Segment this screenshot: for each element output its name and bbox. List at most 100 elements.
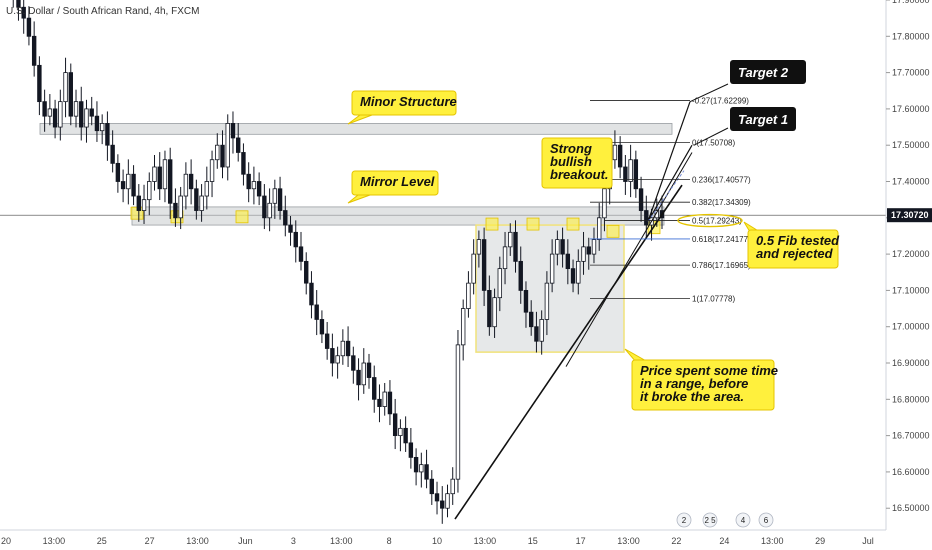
candle-body (26, 17, 32, 37)
target-2-pointer (689, 83, 729, 103)
candle-body (188, 173, 194, 190)
candle-body (246, 173, 251, 190)
candle-body (73, 101, 79, 117)
target-1-label-box (730, 107, 796, 131)
candle-body (288, 224, 293, 233)
candle-body (586, 246, 591, 255)
candle-body (549, 253, 555, 284)
target-2-label-box (730, 60, 806, 84)
x-tick-label: 13:00 (330, 536, 353, 546)
fib-callout-text: 0.5 Fib tested (756, 233, 840, 248)
x-tick-label: 3 (291, 536, 296, 546)
candle-body (617, 144, 623, 168)
candle-body (167, 159, 173, 204)
x-tick-label: 29 (815, 536, 825, 546)
candle-body (272, 188, 278, 204)
minor-structure-zone (39, 123, 673, 135)
candle-body (424, 464, 429, 480)
candle-body (209, 159, 215, 182)
candle-body (476, 239, 482, 255)
y-tick-label: 17.90000 (892, 0, 930, 5)
range-callout-text: it broke the area. (640, 389, 744, 404)
touch-marker (485, 217, 499, 231)
candle-body (513, 231, 518, 262)
candle-body (173, 202, 178, 219)
event-icon-label: 2 (682, 516, 687, 525)
event-icon (735, 512, 751, 528)
range-callout-text: in a range, before (640, 376, 748, 391)
candle-body (644, 210, 649, 226)
rising-trendline (454, 184, 683, 520)
candle-body (534, 326, 539, 342)
candle-body (612, 144, 618, 161)
candle-body (183, 173, 189, 197)
candle-body (236, 137, 241, 153)
candle-body (262, 195, 267, 219)
x-tick-label: 17 (576, 536, 586, 546)
candle-body (298, 246, 304, 262)
candle-body (419, 464, 424, 473)
y-tick-label: 16.70000 (892, 431, 930, 441)
candle-body (628, 159, 633, 182)
candle-body (105, 123, 110, 146)
x-tick-label: 13:00 (617, 536, 640, 546)
candle-body (361, 362, 366, 386)
fib-level-label: 0.382(17.34309) (692, 198, 751, 207)
candle-body (283, 210, 288, 226)
candle-body (576, 260, 581, 284)
trendlines-layer (454, 83, 729, 520)
candle-body (194, 188, 199, 211)
candle-body (434, 493, 440, 502)
candle-body (251, 181, 257, 190)
x-tick-label: 22 (671, 536, 681, 546)
candle-body (560, 239, 565, 255)
fib-level-label: 0.236(17.40577) (692, 175, 751, 184)
target-1-label-text: Target 1 (738, 112, 788, 127)
fib-level-label: 0(17.50708) (692, 139, 735, 148)
x-tick-label: Jul (862, 536, 874, 546)
candle-body (136, 195, 141, 211)
fib-half-highlight (677, 213, 743, 228)
range-callout-box (631, 359, 775, 411)
candle-body (440, 500, 445, 509)
candle-body (539, 319, 544, 342)
candle-body (314, 304, 319, 320)
candle-body (502, 246, 508, 270)
fib-level-label: 0.618(17.24177) (692, 235, 751, 244)
candle-body (597, 217, 602, 240)
event-icon (676, 512, 692, 528)
event-icon-label: 2 5 (704, 516, 716, 525)
candle-body (372, 377, 377, 400)
candle-body (84, 108, 89, 128)
y-tick-label: 16.60000 (892, 467, 930, 477)
candle-body (324, 333, 330, 349)
candle-body (199, 195, 204, 211)
x-tick-label: 20 (1, 536, 11, 546)
candle-body (602, 188, 607, 219)
touch-marker (526, 217, 540, 231)
price-axis-bg (886, 0, 932, 550)
candle-body (633, 159, 639, 190)
x-tick-label: 10 (432, 536, 442, 546)
y-tick-label: 17.00000 (892, 322, 930, 332)
candle-body (58, 101, 63, 128)
candle-body (178, 195, 183, 219)
candle-body (466, 282, 471, 309)
touch-marker (235, 210, 249, 224)
fib-layer: -0.27(17.62299) 0(17.50708) 0.236(17.40577… (590, 97, 751, 303)
candle-body (529, 311, 534, 328)
candle-body (565, 253, 571, 270)
candle-body (591, 239, 597, 255)
candle-body (147, 181, 152, 201)
candle-body (581, 246, 586, 262)
candle-body (37, 64, 42, 103)
candle-body (16, 0, 21, 8)
candle-body (497, 268, 503, 299)
candle-body (523, 290, 529, 313)
y-tick-label: 17.80000 (892, 31, 930, 41)
candle-body (204, 181, 210, 197)
candle-body (241, 152, 246, 175)
candle-body (293, 231, 298, 248)
x-tick-label: 24 (719, 536, 729, 546)
candle-body (52, 108, 58, 128)
